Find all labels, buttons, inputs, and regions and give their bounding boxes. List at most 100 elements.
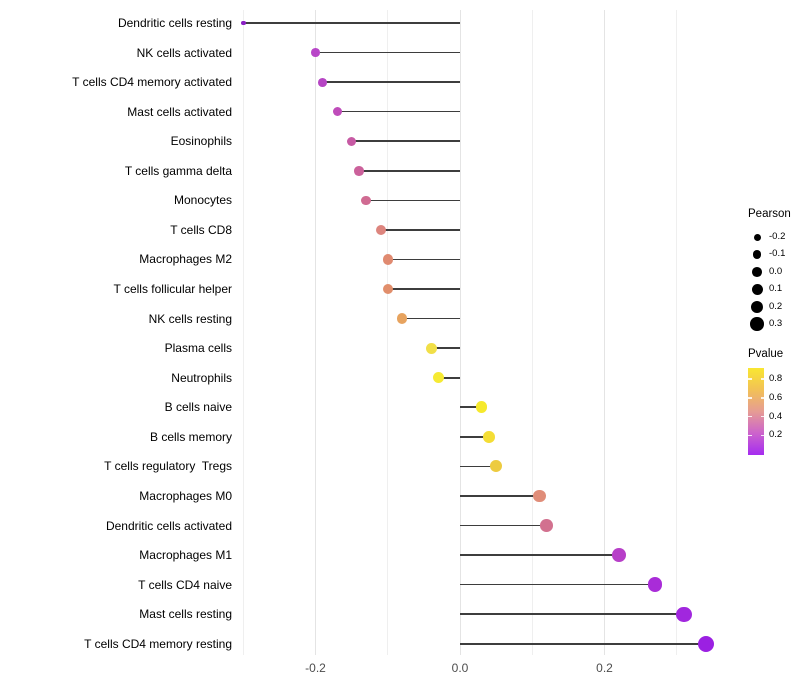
lollipop-dot bbox=[361, 195, 371, 206]
pearson-legend-label: -0.1 bbox=[769, 248, 786, 260]
lollipop-stem bbox=[460, 524, 547, 527]
category-label: T cells CD4 memory activated bbox=[72, 75, 232, 90]
pearson-legend-label: 0.0 bbox=[769, 265, 783, 277]
category-label: Macrophages M1 bbox=[139, 548, 232, 563]
category-label: T cells regulatory Tregs bbox=[104, 459, 232, 474]
lollipop-stem bbox=[460, 406, 482, 409]
pearson-legend-dot bbox=[752, 250, 762, 259]
category-label: T cells CD8 bbox=[170, 222, 232, 237]
pearson-legend-label: -0.2 bbox=[769, 231, 786, 242]
lollipop-stem bbox=[431, 347, 460, 349]
category-label: NK cells resting bbox=[148, 311, 232, 326]
x-tick-label: 0.2 bbox=[596, 661, 613, 675]
gridline bbox=[604, 10, 605, 655]
x-tick-label: -0.2 bbox=[305, 661, 326, 675]
pvalue-colorbar-tick bbox=[760, 434, 764, 437]
pvalue-colorbar-tick bbox=[760, 378, 764, 380]
lollipop-dot bbox=[540, 519, 553, 532]
lollipop-dot bbox=[490, 460, 503, 473]
lollipop-dot bbox=[396, 313, 408, 324]
lollipop-stem bbox=[358, 170, 460, 172]
lollipop-stem bbox=[460, 583, 656, 586]
lollipop-dot bbox=[697, 635, 714, 652]
gridline bbox=[315, 10, 316, 655]
lollipop-stem bbox=[366, 199, 460, 202]
pvalue-legend-label: 0.6 bbox=[769, 391, 783, 403]
lollipop-stem bbox=[438, 376, 460, 379]
lollipop-stem bbox=[460, 642, 706, 645]
pvalue-colorbar-tick bbox=[748, 378, 752, 380]
pvalue-legend-label: 0.8 bbox=[769, 373, 783, 384]
pearson-legend-dot bbox=[752, 266, 762, 277]
category-label: T cells CD4 naive bbox=[138, 577, 232, 592]
lollipop-dot bbox=[425, 342, 437, 354]
pearson-legend-dot bbox=[753, 233, 761, 241]
category-label: Plasma cells bbox=[164, 341, 232, 356]
lollipop-stem bbox=[351, 140, 460, 143]
pvalue-legend-label: 0.4 bbox=[769, 410, 783, 422]
lollipop-stem bbox=[380, 229, 460, 231]
lollipop-dot bbox=[647, 577, 663, 592]
lollipop-dot bbox=[346, 136, 357, 146]
gridline bbox=[459, 10, 461, 655]
lollipop-dot bbox=[475, 401, 488, 414]
lollipop-stem bbox=[460, 613, 684, 615]
gridline bbox=[387, 10, 389, 655]
lollipop-dot bbox=[311, 48, 320, 57]
pearson-legend-dot bbox=[750, 300, 764, 313]
category-label: NK cells activated bbox=[136, 45, 232, 60]
category-label: T cells follicular helper bbox=[113, 282, 233, 297]
category-label: Eosinophils bbox=[170, 134, 232, 149]
lollipop-stem bbox=[337, 110, 460, 113]
pearson-legend-label: 0.1 bbox=[769, 283, 783, 295]
pearson-legend-dot bbox=[751, 283, 763, 295]
lollipop-dot bbox=[382, 283, 393, 295]
lollipop-stem bbox=[322, 81, 460, 83]
lollipop-stem bbox=[402, 317, 460, 320]
lollipop-stem bbox=[315, 51, 460, 54]
lollipop-dot bbox=[483, 430, 495, 443]
category-label: Macrophages M0 bbox=[139, 488, 232, 503]
lollipop-dot bbox=[375, 224, 386, 235]
lollipop-stem bbox=[460, 465, 497, 468]
category-label: T cells gamma delta bbox=[124, 163, 232, 178]
pearson-legend-label: 0.3 bbox=[769, 318, 783, 329]
pvalue-colorbar-tick bbox=[760, 415, 764, 418]
x-tick-label: 0.0 bbox=[451, 661, 469, 675]
pvalue-colorbar-tick bbox=[760, 397, 764, 399]
pvalue-colorbar-tick bbox=[748, 434, 752, 437]
gridline bbox=[242, 10, 244, 655]
pearson-legend-title: Pearson bbox=[748, 208, 791, 220]
category-label: Macrophages M2 bbox=[139, 252, 232, 267]
pvalue-legend-title: Pvalue bbox=[748, 348, 784, 360]
pearson-legend-label: 0.2 bbox=[769, 300, 783, 312]
pearson-legend-dot bbox=[750, 317, 764, 331]
lollipop-dot bbox=[332, 107, 342, 117]
pvalue-legend-label: 0.2 bbox=[769, 429, 783, 441]
category-label: B cells memory bbox=[149, 429, 232, 444]
category-label: B cells naive bbox=[164, 400, 232, 415]
lollipop-stem bbox=[460, 554, 619, 556]
lollipop-dot bbox=[612, 548, 626, 562]
lollipop-stem bbox=[460, 495, 540, 497]
lollipop-dot bbox=[676, 606, 692, 622]
lollipop-dot bbox=[318, 77, 328, 87]
lollipop-dot bbox=[382, 254, 393, 265]
pvalue-colorbar-tick bbox=[748, 397, 752, 399]
gridline bbox=[531, 10, 533, 655]
gridline bbox=[676, 10, 678, 655]
category-label: Dendritic cells resting bbox=[117, 16, 232, 30]
lollipop-dot bbox=[241, 20, 246, 26]
lollipop-dot bbox=[533, 489, 546, 503]
lollipop-stem bbox=[387, 258, 460, 261]
category-label: Mast cells resting bbox=[139, 607, 232, 622]
lollipop-stem bbox=[387, 288, 460, 290]
pvalue-colorbar-tick bbox=[748, 415, 752, 418]
category-label: Mast cells activated bbox=[127, 104, 232, 119]
category-label: Neutrophils bbox=[171, 370, 232, 385]
pvalue-colorbar bbox=[748, 368, 764, 455]
category-label: Monocytes bbox=[173, 193, 232, 208]
lollipop-dot bbox=[354, 166, 364, 176]
category-label: Dendritic cells activated bbox=[105, 518, 232, 533]
lollipop-stem bbox=[460, 436, 489, 438]
